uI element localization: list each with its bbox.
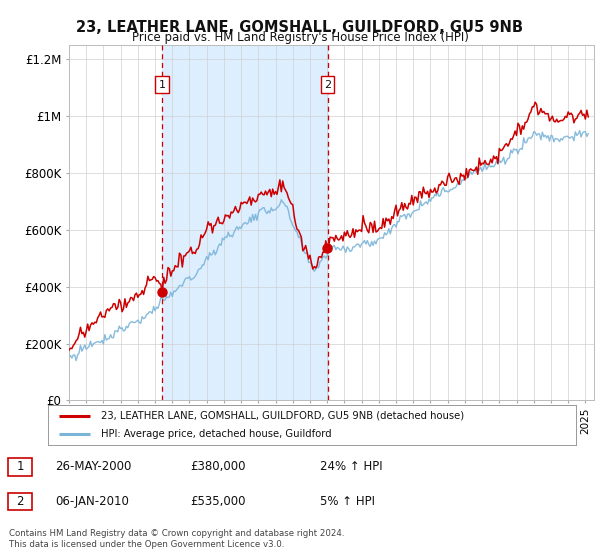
Text: 23, LEATHER LANE, GOMSHALL, GUILDFORD, GU5 9NB (detached house): 23, LEATHER LANE, GOMSHALL, GUILDFORD, G… — [101, 411, 464, 421]
Text: 2: 2 — [324, 80, 331, 90]
FancyBboxPatch shape — [8, 458, 32, 475]
Text: 26-MAY-2000: 26-MAY-2000 — [55, 460, 131, 473]
Text: 24% ↑ HPI: 24% ↑ HPI — [320, 460, 383, 473]
Text: 23, LEATHER LANE, GOMSHALL, GUILDFORD, GU5 9NB: 23, LEATHER LANE, GOMSHALL, GUILDFORD, G… — [77, 20, 523, 35]
Text: £380,000: £380,000 — [190, 460, 245, 473]
Text: 2: 2 — [16, 495, 24, 508]
Text: 06-JAN-2010: 06-JAN-2010 — [55, 495, 129, 508]
Text: HPI: Average price, detached house, Guildford: HPI: Average price, detached house, Guil… — [101, 430, 331, 439]
Text: 1: 1 — [16, 460, 24, 473]
Text: £535,000: £535,000 — [190, 495, 245, 508]
Text: Contains HM Land Registry data © Crown copyright and database right 2024.
This d: Contains HM Land Registry data © Crown c… — [9, 529, 344, 549]
Text: 1: 1 — [158, 80, 166, 90]
Text: 5% ↑ HPI: 5% ↑ HPI — [320, 495, 375, 508]
Text: Price paid vs. HM Land Registry's House Price Index (HPI): Price paid vs. HM Land Registry's House … — [131, 31, 469, 44]
FancyBboxPatch shape — [8, 493, 32, 511]
Bar — [162, 45, 328, 400]
